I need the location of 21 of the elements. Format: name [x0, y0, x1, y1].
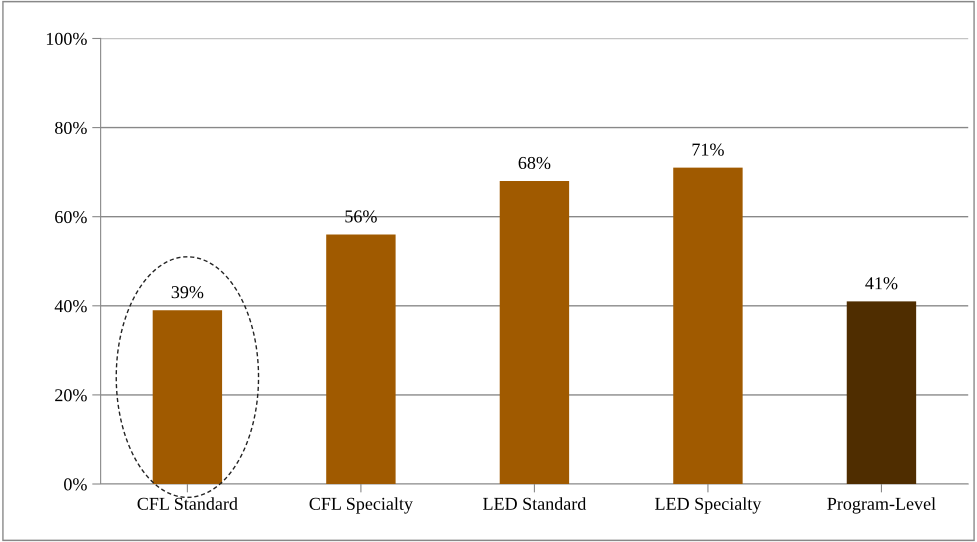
data-label: 71%: [692, 144, 724, 156]
bar: [673, 168, 743, 484]
data-label: 39%: [172, 286, 204, 298]
x-tick-label: Program-Level: [827, 497, 936, 514]
y-tick-label: 20%: [55, 389, 87, 402]
bar: [500, 181, 570, 484]
y-tick-label: 80%: [55, 122, 87, 134]
y-tick-label: 0%: [64, 478, 87, 491]
data-label: 68%: [518, 156, 550, 170]
y-tick-label: 60%: [55, 210, 87, 224]
x-tick-label: LED Specialty: [655, 497, 762, 514]
y-tick-label: 100%: [46, 32, 87, 45]
x-tick-label: CFL Standard: [138, 497, 238, 510]
bar: [846, 301, 916, 484]
bar: [152, 310, 222, 484]
x-tick-label: CFL Specialty: [310, 497, 413, 514]
data-label: 56%: [345, 210, 377, 223]
bar: [326, 234, 396, 484]
x-tick-label: LED Standard: [483, 497, 586, 510]
data-label: 41%: [865, 277, 898, 290]
y-tick-label: 40%: [54, 300, 87, 312]
